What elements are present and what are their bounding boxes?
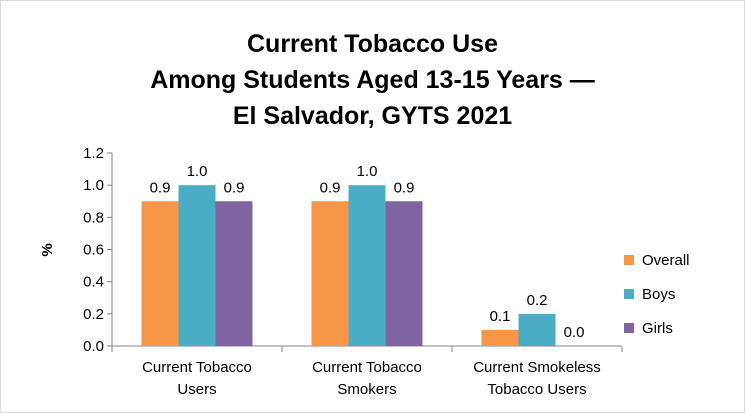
legend-label-boys: Boys <box>642 285 676 303</box>
bar-boys-2 <box>348 185 386 346</box>
bar-overall-3 <box>481 329 519 346</box>
bars <box>141 185 556 346</box>
data-label-overall-2: 0.9 <box>320 179 341 196</box>
category-label-2: Current Tobacco Smokers <box>312 359 422 398</box>
chart-title-line-2: Among Students Aged 13-15 Years — <box>150 66 595 94</box>
chart-title-line-3: El Salvador, GYTS 2021 <box>232 102 513 130</box>
y-axis-label: % <box>39 243 56 256</box>
legend-item-girls: Girls <box>624 311 690 345</box>
data-label-boys-1: 1.0 <box>187 163 208 180</box>
data-label-girls-1: 0.9 <box>224 179 245 196</box>
y-tick-label: 0.4 <box>83 274 104 291</box>
chart-title-line-1: Current Tobacco Use <box>247 30 498 58</box>
legend: Overall Boys Girls <box>624 243 690 345</box>
y-tick-label: 1.0 <box>83 177 104 194</box>
data-labels: 0.9 1.0 0.9 0.9 1.0 0.9 0.1 0.2 0.0 <box>150 163 585 341</box>
bar-overall-2 <box>311 201 349 346</box>
legend-item-boys: Boys <box>624 277 690 311</box>
data-label-girls-3: 0.0 <box>564 324 585 341</box>
y-tick-label: 1.2 <box>83 145 104 162</box>
axes: 0.0 0.2 0.4 0.6 0.8 1.0 1.2 Current Tobacco User… <box>83 145 623 398</box>
bar-boys-3 <box>518 313 556 346</box>
category-label-1: Current Tobacco Users <box>142 359 252 398</box>
legend-label-girls: Girls <box>642 319 673 337</box>
bar-girls-2 <box>385 201 423 346</box>
bar-overall-1 <box>141 201 179 346</box>
legend-swatch-boys <box>624 289 634 299</box>
data-label-girls-2: 0.9 <box>394 179 415 196</box>
legend-swatch-girls <box>624 323 634 333</box>
y-tick-label: 0.0 <box>83 338 104 355</box>
bar-boys-1 <box>178 185 216 346</box>
legend-item-overall: Overall <box>624 243 690 277</box>
y-tick-label: 0.2 <box>83 306 104 323</box>
y-tick-label: 0.6 <box>83 242 104 259</box>
data-label-boys-3: 0.2 <box>527 292 548 309</box>
data-label-boys-2: 1.0 <box>357 163 378 180</box>
legend-swatch-overall <box>624 255 634 265</box>
category-label-3: Current Smokeless Tobacco Users <box>473 359 601 398</box>
data-label-overall-1: 0.9 <box>150 179 171 196</box>
chart-title: Current Tobacco Use Among Students Aged … <box>0 26 745 134</box>
data-label-overall-3: 0.1 <box>490 308 511 325</box>
legend-label-overall: Overall <box>642 251 690 269</box>
bar-girls-1 <box>215 201 253 346</box>
y-tick-label: 0.8 <box>83 209 104 226</box>
